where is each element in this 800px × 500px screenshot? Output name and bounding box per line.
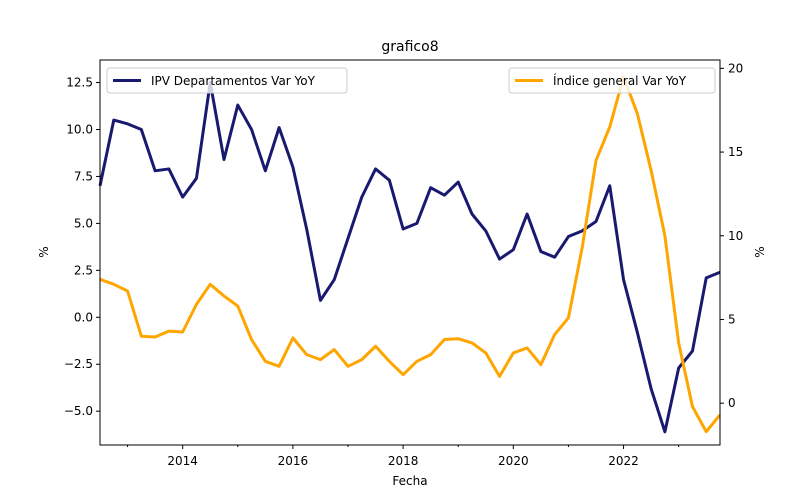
y-left-tick-label: 7.5 bbox=[74, 169, 93, 183]
legend-right: Índice general Var YoY bbox=[508, 67, 716, 94]
y-left-tick-label: 10.0 bbox=[66, 122, 93, 136]
legend-left-box bbox=[106, 67, 348, 94]
y-right-tick-label: 5 bbox=[728, 312, 736, 326]
x-tick-label: 2014 bbox=[167, 454, 198, 468]
plot-area bbox=[98, 75, 722, 434]
y-left-tick-label: −2.5 bbox=[64, 357, 93, 371]
plot-frame bbox=[99, 59, 721, 446]
x-tick-label: 2020 bbox=[498, 454, 529, 468]
y-left-tick-label: 0.0 bbox=[74, 310, 93, 324]
y-right-tick-label: 15 bbox=[728, 145, 743, 159]
legend-left: IPV Departamentos Var YoY bbox=[106, 67, 348, 94]
y-right-tick-label: 20 bbox=[728, 61, 743, 75]
series-line-ipv-departamentos bbox=[98, 81, 721, 434]
y-axis-label-left: % bbox=[37, 246, 51, 257]
y-axis-label-right: % bbox=[753, 246, 767, 257]
legend-label-ipv-departamentos: IPV Departamentos Var YoY bbox=[151, 74, 316, 88]
chart-title: grafico8 bbox=[381, 39, 438, 55]
x-tick-label: 2018 bbox=[388, 454, 419, 468]
y-right-tick-label: 10 bbox=[728, 229, 743, 243]
series-line-indice-general bbox=[99, 75, 722, 434]
y-left-tick-label: 12.5 bbox=[66, 76, 93, 90]
legend-right-box bbox=[508, 67, 716, 94]
x-axis-label: Fecha bbox=[392, 474, 427, 488]
y-left-tick-label: 2.5 bbox=[74, 263, 93, 277]
x-tick-label: 2016 bbox=[278, 454, 309, 468]
legend-label-indice-general: Índice general Var YoY bbox=[553, 73, 687, 88]
x-tick-label: 2022 bbox=[608, 454, 639, 468]
axes: 2014 2016 2018 2020 2022 −5.0 −2.5 0.0 2.5 5.0 7.5… bbox=[64, 59, 743, 468]
y-right-tick-label: 0 bbox=[728, 396, 736, 410]
y-left-tick-label: −5.0 bbox=[64, 404, 93, 418]
y-left-tick-label: 5.0 bbox=[74, 216, 93, 230]
